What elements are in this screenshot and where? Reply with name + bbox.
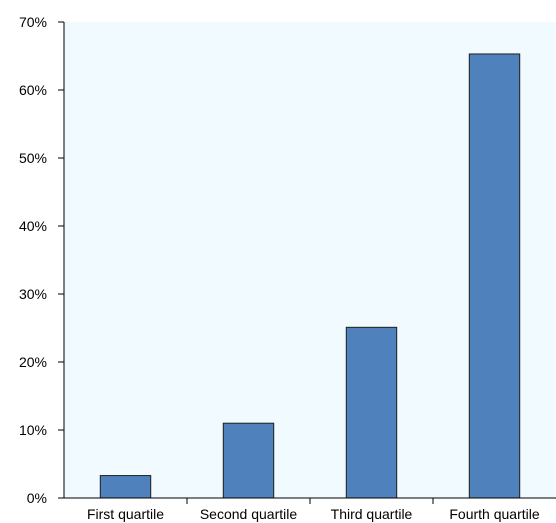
x-ticks-group: First quartile Second quartile Third quart… [87, 498, 540, 522]
x-tick-label: First quartile [87, 506, 164, 522]
y-tick-label: 70% [19, 14, 47, 30]
y-tick-label: 40% [19, 218, 47, 234]
y-tick-label: 0% [27, 490, 47, 506]
bar [345, 326, 398, 499]
y-tick-label: 30% [19, 286, 47, 302]
bars-group [99, 53, 521, 499]
x-tick-label: Second quartile [200, 506, 298, 522]
y-tick-label: 10% [19, 422, 47, 438]
x-tick-label: Fourth quartile [449, 506, 539, 522]
y-tick-label: 60% [19, 82, 47, 98]
bar [468, 53, 521, 499]
y-ticks-group: 0% 10% 20% 30% 40% 50% 60% 70% [19, 14, 64, 506]
bar [99, 475, 152, 499]
y-tick-label: 20% [19, 354, 47, 370]
y-tick-label: 50% [19, 150, 47, 166]
bar [222, 422, 275, 499]
x-tick-label: Third quartile [331, 506, 413, 522]
